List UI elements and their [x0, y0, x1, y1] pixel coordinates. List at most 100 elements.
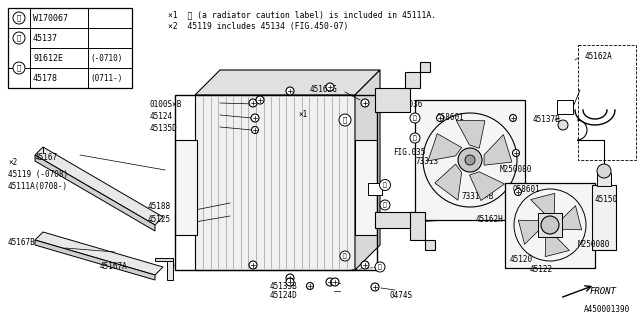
Bar [592, 185, 616, 250]
Text: ×1: ×1 [298, 110, 307, 119]
Text: 45111A(0708-): 45111A(0708-) [8, 182, 68, 191]
Text: 45137B: 45137B [533, 115, 561, 124]
Text: ①: ① [413, 135, 417, 141]
Circle shape [339, 114, 351, 126]
Circle shape [252, 126, 259, 133]
Text: ×2: ×2 [8, 158, 17, 167]
Polygon shape [560, 206, 582, 230]
Text: FRONT: FRONT [590, 287, 617, 297]
Bar [175, 140, 197, 235]
Text: 45188: 45188 [148, 202, 171, 211]
Text: Q58601: Q58601 [513, 185, 541, 194]
Text: 91612E: 91612E [33, 53, 63, 62]
Polygon shape [167, 261, 173, 280]
Text: 45124: 45124 [150, 112, 173, 121]
Polygon shape [470, 172, 504, 201]
Text: ×2  45119 includes 45134 (FIG.450-07): ×2 45119 includes 45134 (FIG.450-07) [168, 22, 348, 31]
Circle shape [410, 113, 420, 123]
Text: ③: ③ [17, 65, 21, 71]
Text: ①: ① [343, 253, 347, 259]
Text: 45137: 45137 [33, 34, 58, 43]
Text: ③: ③ [343, 117, 347, 123]
Text: 45167: 45167 [35, 153, 58, 162]
Circle shape [326, 278, 334, 286]
Bar [355, 140, 377, 235]
Circle shape [251, 114, 259, 122]
Circle shape [256, 96, 264, 104]
Text: ×1  ④ (a radiator caution label) is included in 45111A.: ×1 ④ (a radiator caution label) is inclu… [168, 10, 436, 19]
Polygon shape [35, 240, 155, 280]
Text: ①: ① [17, 15, 21, 21]
Text: 0100S×B: 0100S×B [150, 100, 182, 109]
Polygon shape [435, 164, 461, 200]
Text: 45150: 45150 [595, 195, 618, 204]
Text: ②: ② [17, 35, 21, 41]
Text: 0474S: 0474S [390, 291, 413, 300]
Circle shape [249, 99, 257, 107]
Circle shape [286, 87, 294, 95]
Circle shape [249, 261, 257, 269]
Circle shape [509, 115, 516, 122]
Circle shape [331, 278, 339, 286]
Circle shape [436, 115, 444, 122]
Polygon shape [456, 120, 485, 148]
Text: 45162H: 45162H [476, 215, 504, 224]
Polygon shape [35, 155, 155, 231]
Bar [505, 182, 595, 268]
Text: FIG.036: FIG.036 [390, 100, 422, 109]
Bar [557, 100, 573, 114]
Text: M250080: M250080 [500, 165, 532, 174]
Circle shape [307, 283, 314, 290]
Polygon shape [410, 212, 435, 250]
Text: FIG.035: FIG.035 [393, 148, 426, 157]
Circle shape [340, 251, 350, 261]
Bar [368, 183, 382, 195]
Text: 45135D: 45135D [150, 124, 178, 133]
Bar [175, 95, 377, 270]
Text: Q58601: Q58601 [437, 113, 465, 122]
Text: 45119 (-0708): 45119 (-0708) [8, 170, 68, 179]
Text: (0711-): (0711-) [90, 74, 122, 83]
Circle shape [541, 216, 559, 234]
Polygon shape [405, 62, 430, 88]
Text: 45167A: 45167A [100, 262, 128, 271]
Polygon shape [375, 88, 410, 112]
Bar [538, 213, 562, 237]
Circle shape [380, 200, 390, 210]
Text: ①: ① [413, 115, 417, 121]
Circle shape [326, 83, 334, 91]
Text: 45167B: 45167B [8, 238, 36, 247]
Text: A: A [372, 185, 378, 194]
Polygon shape [195, 70, 380, 95]
Circle shape [13, 62, 25, 74]
Text: 45125: 45125 [148, 215, 171, 224]
Circle shape [513, 149, 520, 156]
Bar [578, 45, 636, 160]
Circle shape [410, 133, 420, 143]
Circle shape [515, 188, 522, 196]
Polygon shape [428, 134, 461, 161]
Bar [195, 95, 355, 270]
Polygon shape [484, 135, 512, 165]
Text: M250080: M250080 [578, 240, 611, 249]
Polygon shape [531, 193, 555, 215]
Polygon shape [35, 232, 163, 275]
Circle shape [286, 274, 294, 282]
Text: ①: ① [383, 202, 387, 208]
Text: 45162A: 45162A [585, 52, 612, 61]
Text: ②: ② [383, 182, 387, 188]
Polygon shape [518, 220, 540, 244]
Circle shape [597, 164, 611, 178]
Text: A450001390: A450001390 [584, 305, 630, 314]
Text: 73313: 73313 [415, 157, 438, 166]
Text: 45135B: 45135B [270, 282, 298, 291]
Circle shape [286, 278, 294, 286]
Bar [8, 8, 132, 88]
Circle shape [465, 155, 475, 165]
Circle shape [13, 12, 25, 24]
Polygon shape [375, 212, 415, 228]
Circle shape [380, 180, 390, 190]
Polygon shape [155, 258, 173, 266]
Polygon shape [545, 235, 570, 257]
Text: 45162G: 45162G [310, 85, 338, 94]
